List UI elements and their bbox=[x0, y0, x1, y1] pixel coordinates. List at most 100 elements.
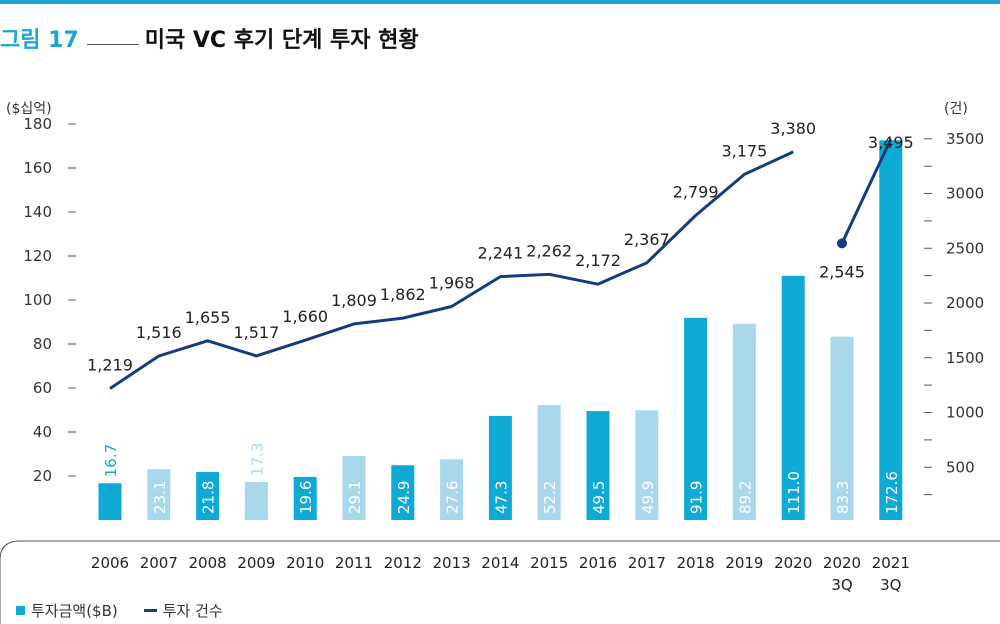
count-value-label: 2,172 bbox=[575, 251, 621, 270]
x-tick-label: 2006 bbox=[91, 554, 129, 572]
y-left-tick-label: 20 bbox=[33, 467, 52, 485]
x-tick-label: 2021 bbox=[872, 554, 910, 572]
plot-frame bbox=[0, 540, 1000, 624]
bar bbox=[488, 415, 512, 520]
x-tick-label: 2020 bbox=[774, 554, 812, 572]
legend-bar-swatch bbox=[16, 606, 25, 615]
bar-value-label: 83.3 bbox=[834, 481, 852, 514]
x-tick-label: 2019 bbox=[725, 554, 763, 572]
top-accent-line bbox=[0, 0, 1000, 4]
x-tick-label: 2015 bbox=[530, 554, 568, 572]
bar bbox=[293, 476, 317, 520]
count-value-label: 2,367 bbox=[624, 230, 670, 249]
x-tick-label: 3Q bbox=[831, 576, 852, 594]
count-line-series bbox=[109, 150, 794, 390]
count-value-label: 1,516 bbox=[136, 323, 182, 342]
bar-value-label: 16.7 bbox=[102, 444, 120, 477]
count-value-label: 2,545 bbox=[819, 262, 865, 281]
bar bbox=[781, 275, 805, 520]
x-tick-label: 2008 bbox=[189, 554, 227, 572]
bar-value-label: 49.9 bbox=[639, 481, 657, 514]
bar-value-label: 19.6 bbox=[297, 481, 315, 514]
x-tick-label: 2007 bbox=[140, 554, 178, 572]
x-tick-label: 2018 bbox=[677, 554, 715, 572]
x-tick-label: 2017 bbox=[628, 554, 666, 572]
count-line-series bbox=[840, 138, 893, 244]
count-line-point bbox=[837, 238, 847, 249]
bar bbox=[196, 472, 220, 520]
y-left-tick-label: 120 bbox=[23, 247, 52, 265]
count-value-label: 2,799 bbox=[673, 183, 719, 202]
count-value-label: 3,380 bbox=[770, 119, 816, 138]
legend-line-swatch bbox=[143, 609, 157, 612]
bar bbox=[537, 405, 561, 520]
bar-value-label: 17.3 bbox=[248, 443, 266, 476]
count-value-label: 1,968 bbox=[429, 274, 475, 293]
y-left-tick-label: 80 bbox=[33, 335, 52, 353]
count-value-label: 1,655 bbox=[185, 308, 231, 327]
x-tick-label: 2020 bbox=[823, 554, 861, 572]
figure-header: 그림 17 미국 VC 후기 단계 투자 현황 bbox=[0, 22, 419, 62]
y-left-tick-label: 160 bbox=[23, 159, 52, 177]
count-value-label: 1,219 bbox=[87, 356, 133, 375]
x-tick-label: 2012 bbox=[384, 554, 422, 572]
y-left-tick-label: 140 bbox=[23, 203, 52, 221]
x-tick-label: 2013 bbox=[433, 554, 471, 572]
count-value-label: 3,495 bbox=[868, 133, 914, 152]
y-right-tick-label: 2000 bbox=[946, 294, 984, 312]
count-value-label: 1,660 bbox=[282, 307, 328, 326]
y-left-tick-label: 40 bbox=[33, 423, 52, 441]
bar-value-label: 23.1 bbox=[151, 481, 169, 514]
count-value-label: 2,241 bbox=[477, 244, 523, 263]
chart-legend: 투자금액($B) 투자 건수 bbox=[16, 600, 223, 621]
y-left-tick-label: 60 bbox=[33, 379, 52, 397]
bar bbox=[440, 459, 464, 520]
x-tick-label: 2010 bbox=[286, 554, 324, 572]
bar bbox=[98, 483, 122, 520]
x-tick-label: 2014 bbox=[481, 554, 519, 572]
title-separator bbox=[86, 44, 139, 45]
bar-value-label: 24.9 bbox=[395, 481, 413, 514]
bar-value-label: 47.3 bbox=[492, 481, 510, 514]
y-right-tick-label: 500 bbox=[946, 458, 975, 476]
bar bbox=[342, 455, 366, 520]
bar-value-label: 49.5 bbox=[590, 481, 608, 514]
bar bbox=[830, 336, 854, 520]
bar bbox=[879, 140, 903, 520]
bar-value-label: 52.2 bbox=[541, 481, 559, 514]
y-right-tick-label: 2500 bbox=[946, 239, 984, 257]
y-right-tick-label: 3000 bbox=[946, 185, 984, 203]
count-value-label: 1,862 bbox=[380, 285, 426, 304]
bar bbox=[147, 469, 171, 520]
bar-value-label: 91.9 bbox=[688, 481, 706, 514]
bar-value-label: 111.0 bbox=[785, 471, 803, 514]
y-right-tick-label: 3500 bbox=[946, 130, 984, 148]
bar-value-label: 27.6 bbox=[444, 481, 462, 514]
count-value-label: 3,175 bbox=[721, 141, 767, 160]
x-tick-label: 2016 bbox=[579, 554, 617, 572]
y-left-tick-label: 180 bbox=[23, 115, 52, 133]
x-tick-label: 2011 bbox=[335, 554, 373, 572]
legend-line-label: 투자 건수 bbox=[162, 602, 223, 620]
bar bbox=[635, 410, 659, 520]
bar-value-label: 29.1 bbox=[346, 481, 364, 514]
y-left-axis-label: ($십억) bbox=[6, 101, 52, 117]
y-right-axis-label: (건) bbox=[944, 101, 968, 117]
count-value-label: 2,262 bbox=[526, 241, 572, 260]
figure-label: 그림 17 bbox=[0, 28, 79, 53]
y-right-tick-label: 1500 bbox=[946, 349, 984, 367]
bar bbox=[586, 411, 610, 520]
bar bbox=[391, 465, 415, 520]
count-value-label: 1,809 bbox=[331, 291, 377, 310]
y-left-tick-label: 100 bbox=[23, 291, 52, 309]
y-right-tick-label: 1000 bbox=[946, 404, 984, 422]
bar-value-label: 172.6 bbox=[883, 471, 901, 514]
legend-bar-label: 투자금액($B) bbox=[31, 602, 118, 620]
bar bbox=[684, 317, 708, 520]
figure-title: 미국 VC 후기 단계 투자 현황 bbox=[144, 28, 419, 53]
x-tick-label: 3Q bbox=[880, 576, 901, 594]
bar-value-label: 21.8 bbox=[200, 481, 218, 514]
x-tick-label: 2009 bbox=[237, 554, 275, 572]
bar-value-label: 89.2 bbox=[736, 481, 754, 514]
